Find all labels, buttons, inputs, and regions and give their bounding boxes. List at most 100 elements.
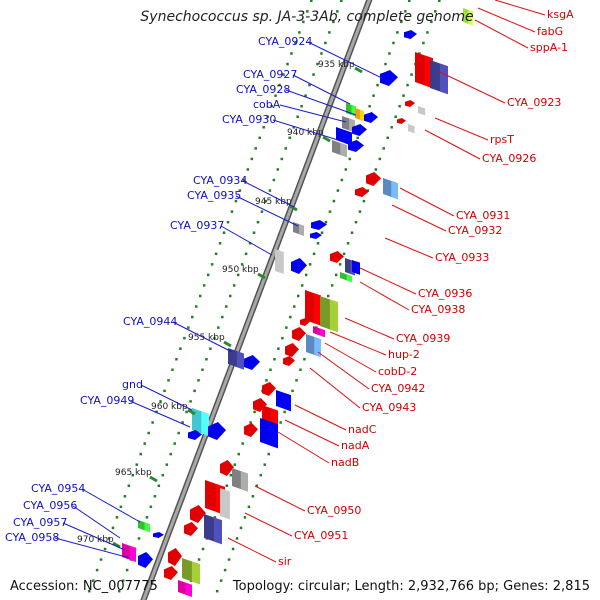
track-dot	[225, 484, 229, 487]
gene-box-highlight	[144, 522, 150, 533]
track-dot	[328, 210, 332, 213]
gene-feature	[182, 558, 200, 585]
track-dot	[336, 10, 339, 13]
track-dot	[187, 326, 190, 329]
track-dot	[165, 463, 169, 466]
track-dot	[183, 336, 186, 340]
gene-leader-line	[399, 187, 455, 217]
track-dot	[147, 431, 150, 435]
track-dot	[99, 558, 103, 561]
gene-arrow	[190, 505, 206, 523]
track-dot	[320, 52, 323, 55]
track-dot	[266, 115, 269, 119]
gene-arrow	[138, 552, 153, 568]
kbp-marker: 970 kbp	[77, 535, 121, 549]
gene-label: CYA_0951	[244, 512, 348, 542]
track-dot	[289, 315, 292, 319]
gene-box-highlight	[439, 63, 448, 95]
gene-arrow	[397, 118, 406, 124]
track-dot	[430, 20, 433, 24]
gene-box-highlight	[284, 392, 291, 412]
kbp-marker: 945 kbp	[255, 197, 298, 212]
track-dot	[344, 168, 348, 171]
gene-track-dots	[87, 0, 441, 593]
gene-label: CYA_0935	[187, 189, 299, 227]
track-dot	[295, 379, 298, 382]
gene-feature	[397, 118, 406, 124]
gene-feature	[291, 258, 307, 274]
gene-feature	[330, 251, 344, 263]
genome-title: Synechococcus sp. JA-3-3Ab, complete gen…	[140, 9, 474, 25]
track-dot	[264, 199, 268, 203]
track-dot	[282, 73, 285, 76]
gene-name: CYA_0954	[31, 482, 85, 495]
gene-name: CYA_0943	[362, 401, 416, 414]
gene-arrow	[364, 112, 378, 123]
gene-box-highlight	[314, 336, 321, 358]
gene-leader-line	[391, 204, 447, 232]
track-dot	[135, 463, 139, 466]
gene-feature	[311, 220, 327, 230]
gene-leader-line	[129, 400, 191, 428]
gene-box-highlight	[344, 130, 352, 146]
gene-feature	[244, 423, 258, 437]
track-dot	[235, 537, 239, 540]
track-dot	[103, 547, 107, 551]
gene-name: CYA_0939	[396, 332, 450, 345]
track-dot	[267, 452, 270, 456]
track-dot	[386, 136, 389, 140]
track-dot	[209, 347, 212, 350]
gene-feature	[220, 488, 238, 523]
gene-label: CYA_0956	[23, 499, 121, 539]
track-dot	[250, 157, 254, 161]
track-dot	[227, 558, 231, 561]
track-dot	[193, 389, 196, 393]
track-dot	[312, 73, 315, 76]
gene-feature	[355, 187, 369, 197]
gene-label: sir	[227, 537, 292, 568]
gene-label: CYA_0942	[317, 351, 425, 395]
kbp-label: 940 kbp	[287, 128, 324, 138]
track-dot	[382, 147, 386, 150]
gene-label: CYA_0943	[309, 367, 416, 414]
gene-label: CYA_0927	[243, 68, 351, 105]
gene-feature	[364, 112, 378, 123]
track-dot	[336, 189, 340, 192]
gene-name: hup-2	[388, 348, 420, 361]
kbp-tick	[257, 272, 266, 280]
gene-box-highlight	[283, 252, 291, 277]
track-dot	[234, 199, 238, 203]
track-dot	[215, 589, 219, 593]
gene-leader-line	[294, 404, 347, 431]
gene-arrow	[285, 343, 299, 357]
track-dot	[291, 389, 294, 393]
gene-name: CYA_0957	[13, 516, 67, 529]
gene-leader-line	[140, 384, 193, 411]
gene-box-highlight	[201, 411, 209, 436]
track-dot	[254, 147, 258, 150]
track-dot	[145, 516, 149, 519]
gene-box-highlight	[191, 561, 200, 585]
gene-name: CYA_0942	[371, 382, 425, 395]
track-dot	[256, 220, 260, 224]
track-dot	[438, 0, 441, 3]
gene-label: cobD-2	[324, 342, 417, 378]
track-dot	[274, 94, 277, 97]
track-dot	[258, 136, 261, 140]
gene-leader-line	[434, 117, 489, 141]
gene-box-highlight	[329, 299, 338, 333]
track-dot	[115, 516, 119, 519]
kbp-marker: 935 kbp	[318, 60, 363, 74]
gene-feature	[404, 30, 417, 39]
gene-box-highlight	[213, 517, 222, 545]
gene-name: CYA_0935	[187, 189, 241, 202]
gene-label: CYA_0930	[222, 113, 339, 141]
track-dot	[217, 326, 220, 329]
gene-feature	[320, 296, 338, 333]
gene-feature	[300, 318, 310, 326]
track-dot	[296, 294, 300, 298]
gene-arrow	[208, 422, 226, 440]
track-dot	[376, 83, 379, 87]
gene-leader-line	[477, 7, 536, 33]
gene-label: rpsT	[434, 117, 514, 146]
